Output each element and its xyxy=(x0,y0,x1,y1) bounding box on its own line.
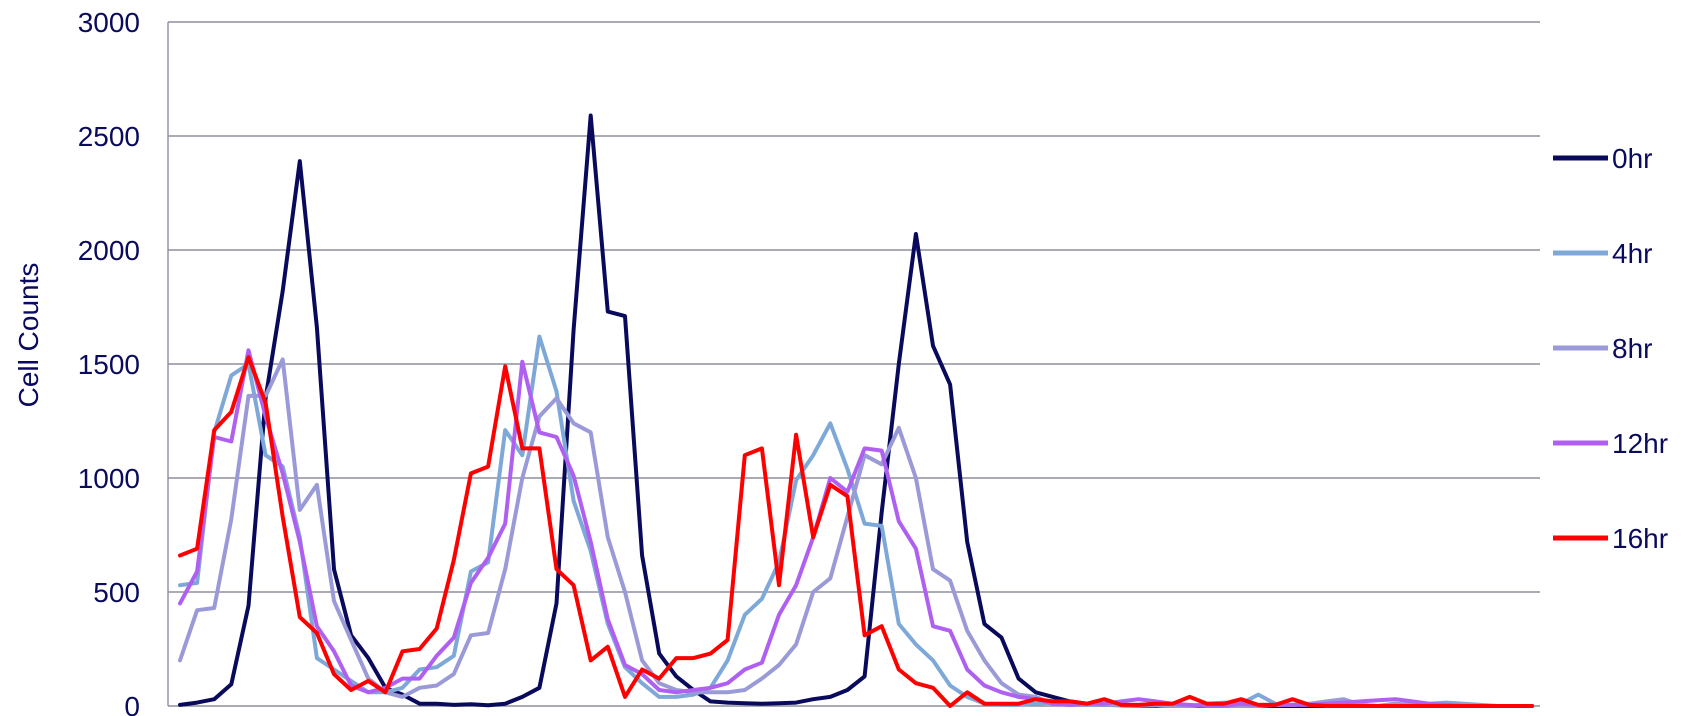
series-lines xyxy=(178,113,1534,708)
legend-label-4hr: 4hr xyxy=(1612,238,1652,269)
gridlines xyxy=(168,21,1540,707)
legend-label-12hr: 12hr xyxy=(1612,428,1668,459)
series-line-8hr xyxy=(178,357,1534,708)
series-line-12hr xyxy=(178,348,1534,708)
y-tick-label: 500 xyxy=(93,577,140,608)
series-line-0hr xyxy=(178,113,1534,708)
y-tick-label: 2500 xyxy=(78,121,140,152)
series-line-4hr xyxy=(178,334,1534,708)
y-tick-label: 1000 xyxy=(78,463,140,494)
series-line-16hr xyxy=(178,355,1534,708)
legend-label-8hr: 8hr xyxy=(1612,333,1652,364)
y-tick-label: 1500 xyxy=(78,349,140,380)
axes: 0 500 1000 1500 2000 2500 3000 xyxy=(78,7,169,716)
y-tick-label: 3000 xyxy=(78,7,140,38)
legend-label-0hr: 0hr xyxy=(1612,143,1652,174)
y-tick-label: 0 xyxy=(124,691,140,716)
legend: 0hr 4hr 8hr 12hr 16hr xyxy=(1553,143,1668,554)
legend-label-16hr: 16hr xyxy=(1612,523,1668,554)
y-axis-title: Cell Counts xyxy=(13,263,44,408)
y-tick-label: 2000 xyxy=(78,235,140,266)
